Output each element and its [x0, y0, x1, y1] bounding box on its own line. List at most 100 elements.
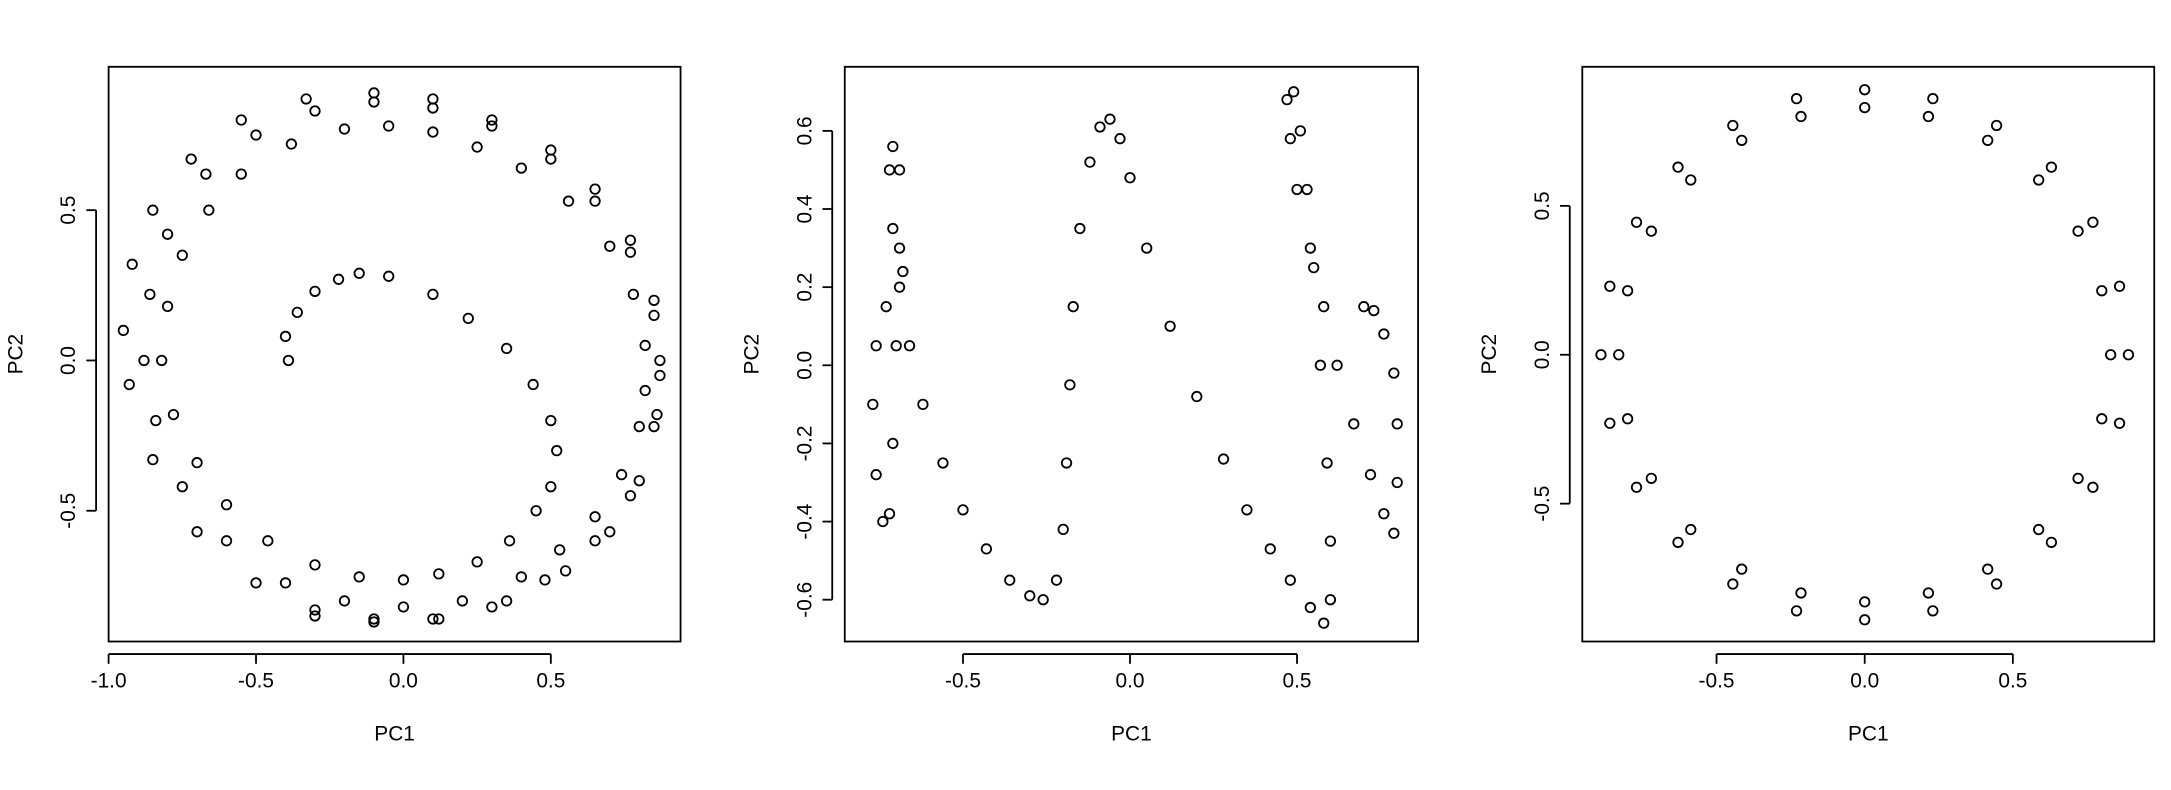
x-tick-label: 0.0: [389, 669, 418, 692]
data-point: [235, 114, 247, 126]
y-axis-label: PC2: [1478, 334, 1501, 375]
x-tick-label: 0.5: [1283, 669, 1312, 692]
data-point: [880, 301, 892, 313]
data-point: [1795, 110, 1807, 123]
data-point: [397, 601, 410, 613]
data-point: [1736, 134, 1748, 146]
data-point: [1281, 93, 1293, 106]
data-point: [383, 270, 395, 282]
data-point: [1621, 413, 1634, 425]
data-point: [1321, 457, 1333, 469]
data-point: [1074, 222, 1086, 235]
data-point: [917, 398, 929, 410]
data-point: [500, 595, 513, 607]
data-point: [1060, 457, 1073, 469]
data-point: [1621, 285, 1634, 297]
y-tick-label: 0.0: [57, 346, 80, 375]
y-tick-label: 0.0: [1531, 340, 1554, 369]
data-point: [1727, 119, 1739, 132]
data-point: [185, 153, 197, 165]
data-point: [123, 378, 135, 391]
data-point: [883, 164, 896, 176]
data-point: [1982, 563, 1994, 575]
data-point: [1613, 349, 1625, 361]
data-point: [648, 294, 660, 306]
data-point: [1304, 242, 1317, 254]
data-point: [309, 105, 321, 117]
data-point: [624, 490, 637, 502]
data-point: [2087, 481, 2099, 493]
data-point: [887, 222, 899, 235]
data-point: [589, 195, 601, 207]
data-point: [433, 568, 445, 580]
data-point: [1859, 101, 1871, 114]
data-point: [2096, 413, 2108, 425]
data-point: [2045, 161, 2058, 173]
data-point: [262, 535, 274, 547]
data-point: [383, 120, 395, 132]
data-point: [203, 204, 215, 216]
data-point: [1388, 367, 1400, 379]
plot-frame: [843, 65, 1419, 643]
data-point: [2045, 536, 2058, 548]
data-point: [279, 577, 292, 589]
data-point: [368, 87, 380, 99]
y-tick-label: 0.2: [793, 273, 816, 302]
data-point: [867, 398, 879, 410]
data-point: [2113, 280, 2126, 292]
data-point: [893, 164, 906, 176]
data-point: [1114, 133, 1126, 145]
data-point: [1378, 508, 1390, 520]
data-point: [2072, 472, 2084, 484]
x-tick-label: -0.5: [945, 669, 981, 692]
data-point: [1388, 527, 1400, 539]
data-point: [147, 454, 159, 466]
data-point: [138, 354, 150, 367]
data-point: [1795, 587, 1807, 599]
data-point: [1990, 119, 2003, 132]
data-point: [980, 543, 993, 555]
data-point: [1927, 93, 1939, 105]
data-point: [1859, 84, 1871, 96]
x-axis-label: PC1: [1848, 722, 1889, 745]
data-point: [1927, 605, 1939, 617]
data-point: [1284, 133, 1296, 145]
data-point: [1727, 578, 1739, 590]
x-tick-label: -0.5: [1699, 669, 1735, 692]
data-point: [1630, 216, 1643, 228]
data-point: [309, 604, 321, 616]
data-point: [147, 204, 159, 216]
data-point: [300, 93, 312, 105]
data-point: [545, 153, 557, 165]
data-point: [1067, 301, 1079, 313]
y-tick-label: -0.4: [793, 504, 816, 540]
data-point: [167, 408, 180, 421]
data-point: [903, 340, 916, 352]
data-point: [1304, 601, 1317, 614]
y-axis-label: PC2: [4, 334, 27, 375]
data-point: [1324, 594, 1337, 606]
data-point: [1672, 536, 1684, 548]
data-point: [654, 369, 666, 382]
data-point: [1050, 574, 1063, 586]
data-point: [1164, 320, 1176, 332]
data-point: [1057, 523, 1069, 536]
data-point: [654, 354, 666, 367]
data-point: [309, 559, 321, 571]
data-point: [150, 414, 162, 427]
data-point: [1685, 174, 1697, 186]
data-point: [2105, 349, 2117, 361]
data-point: [486, 120, 498, 132]
x-tick-label: 0.0: [1116, 669, 1145, 692]
data-point: [545, 144, 557, 156]
data-point: [1348, 418, 1360, 430]
data-point: [1064, 379, 1076, 391]
y-tick-label: -0.5: [1531, 486, 1554, 522]
data-point: [1124, 172, 1136, 184]
data-point: [1294, 125, 1306, 137]
data-point: [1595, 349, 1607, 361]
y-tick-label: 0.5: [57, 196, 80, 225]
data-point: [2096, 285, 2108, 297]
data-point: [615, 469, 628, 481]
data-point: [551, 445, 563, 457]
